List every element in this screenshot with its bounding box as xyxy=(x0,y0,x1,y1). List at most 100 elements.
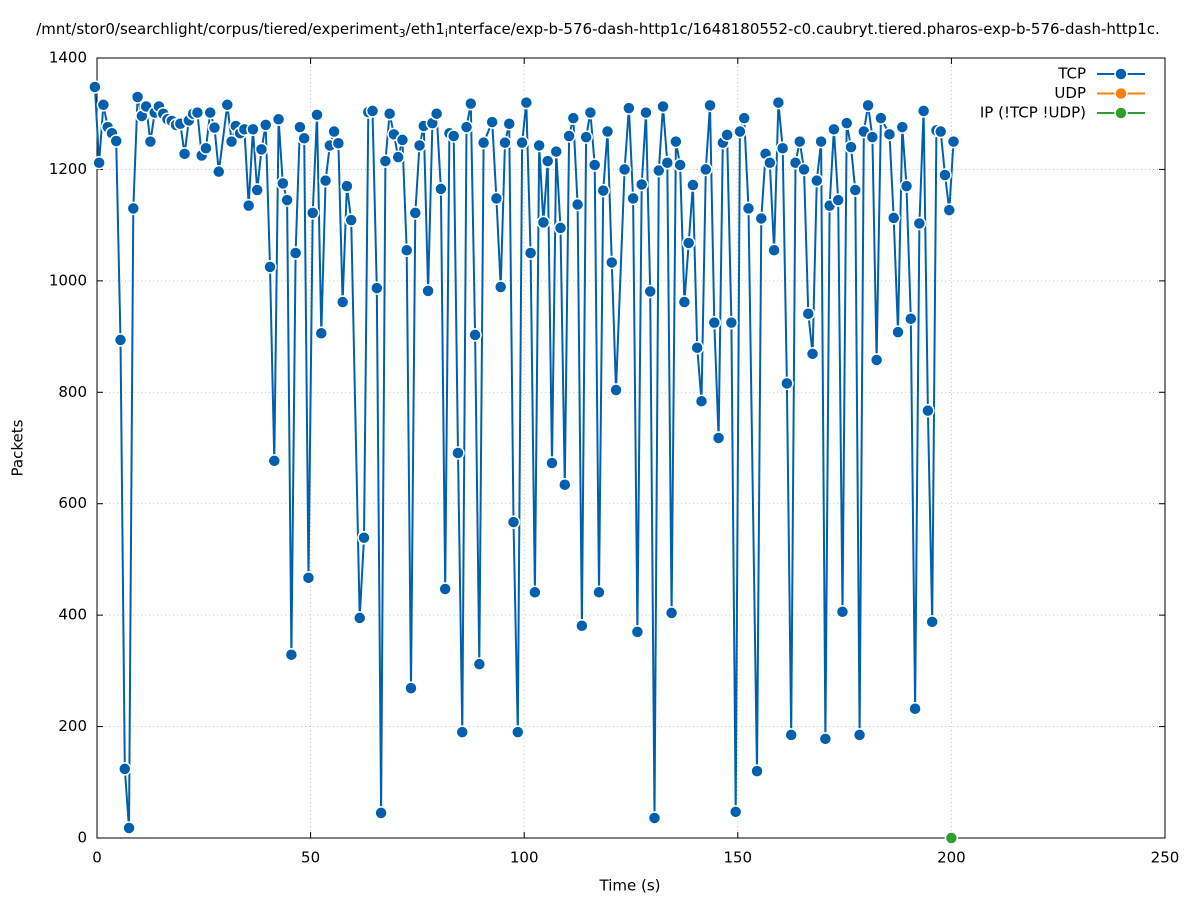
data-point xyxy=(946,134,961,149)
data-point xyxy=(464,96,478,111)
data-point xyxy=(587,158,602,172)
data-point xyxy=(391,150,405,164)
data-point xyxy=(280,193,294,207)
x-axis-label: Time (s) xyxy=(599,877,661,895)
data-point xyxy=(395,133,410,147)
data-point xyxy=(438,582,452,596)
data-point xyxy=(831,193,845,207)
data-point xyxy=(126,201,141,216)
data-point xyxy=(203,105,217,120)
data-point xyxy=(258,118,273,132)
data-point xyxy=(596,183,610,198)
data-point xyxy=(382,106,397,121)
data-point xyxy=(886,211,901,225)
data-point xyxy=(190,105,205,120)
data-point xyxy=(737,111,751,125)
data-point xyxy=(412,138,427,153)
data-point xyxy=(365,104,380,118)
data-point xyxy=(912,216,927,231)
data-point xyxy=(669,134,683,149)
data-point xyxy=(617,162,632,177)
data-point xyxy=(690,340,704,355)
data-point xyxy=(177,147,192,161)
data-point xyxy=(792,134,807,149)
y-tick-label: 1000 xyxy=(49,271,87,289)
data-point xyxy=(630,625,645,639)
data-point xyxy=(224,134,239,149)
data-point xyxy=(540,154,555,168)
data-point xyxy=(720,128,734,142)
data-point xyxy=(404,681,418,695)
data-point xyxy=(652,163,666,178)
data-point xyxy=(605,255,619,270)
data-point xyxy=(207,120,222,135)
data-point xyxy=(904,311,918,326)
data-point xyxy=(933,124,948,139)
data-point xyxy=(848,183,863,197)
data-point xyxy=(899,179,914,193)
data-point xyxy=(515,135,529,150)
data-point xyxy=(113,333,128,347)
data-point xyxy=(340,179,354,193)
data-point xyxy=(511,725,525,739)
y-tick-label: 0 xyxy=(77,829,87,847)
data-point xyxy=(118,762,132,776)
y-tick-label: 800 xyxy=(58,383,87,401)
data-point xyxy=(451,446,465,460)
data-point xyxy=(634,177,649,192)
data-point xyxy=(686,178,700,192)
data-point xyxy=(703,98,717,113)
data-point xyxy=(750,764,764,778)
title-part: 3 xyxy=(399,27,406,40)
data-point xyxy=(797,162,811,177)
y-axis-label: Packets xyxy=(9,419,27,476)
data-point xyxy=(344,213,358,227)
data-point xyxy=(429,106,444,121)
data-point xyxy=(558,478,572,492)
data-point xyxy=(579,130,593,144)
data-point xyxy=(882,127,897,142)
x-tick-label: 0 xyxy=(92,849,102,867)
data-point xyxy=(476,135,491,150)
data-point xyxy=(805,347,820,361)
data-point xyxy=(297,131,311,145)
data-point xyxy=(519,95,534,110)
plot-frame xyxy=(96,57,1166,839)
data-point xyxy=(352,611,367,625)
title-part: /eth1 xyxy=(406,20,445,38)
data-point xyxy=(643,284,657,299)
data-point xyxy=(724,315,739,330)
data-point xyxy=(938,168,952,182)
data-point xyxy=(335,295,350,309)
data-point xyxy=(254,142,269,157)
data-point xyxy=(647,811,662,825)
data-point xyxy=(88,80,102,94)
y-tick-label: 200 xyxy=(58,717,87,735)
data-point xyxy=(455,725,470,739)
data-point xyxy=(763,155,777,170)
data-point xyxy=(942,203,957,217)
data-point xyxy=(263,260,277,274)
data-point xyxy=(506,515,521,529)
data-point xyxy=(916,104,931,118)
data-point xyxy=(925,615,939,629)
data-point xyxy=(532,138,546,153)
legend-marker xyxy=(1114,106,1128,120)
y-tick-label: 400 xyxy=(58,606,87,624)
data-point xyxy=(493,280,508,294)
data-point xyxy=(874,111,888,125)
data-point xyxy=(827,122,841,137)
data-point xyxy=(327,124,341,139)
data-point xyxy=(771,95,786,110)
data-point xyxy=(895,120,910,134)
y-tick-label: 600 xyxy=(58,494,87,512)
data-point xyxy=(378,154,393,168)
data-point xyxy=(293,120,307,134)
data-point xyxy=(374,806,388,820)
data-point xyxy=(318,173,333,188)
data-point xyxy=(549,144,563,159)
data-point xyxy=(677,295,692,309)
data-point xyxy=(664,606,679,620)
data-point xyxy=(711,431,726,445)
